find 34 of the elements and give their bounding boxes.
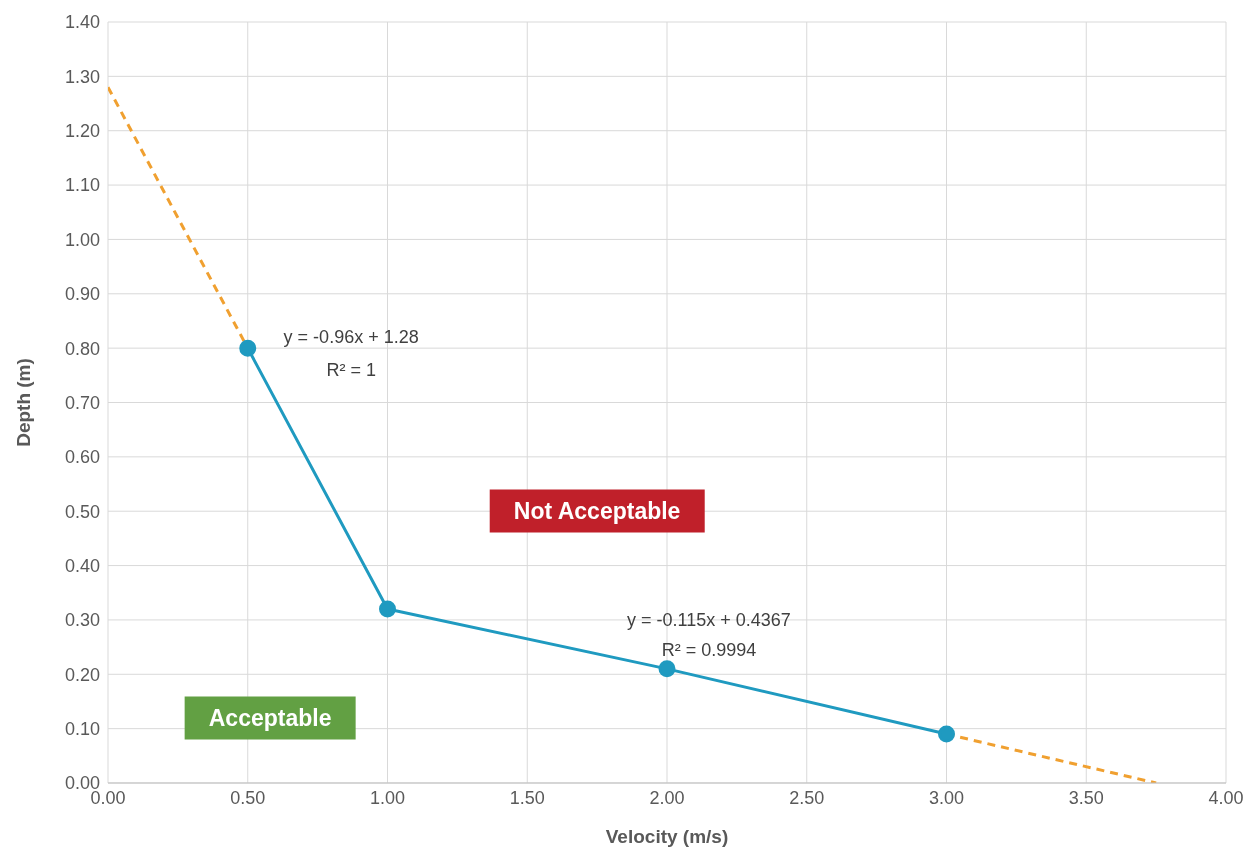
y-tick-label: 0.50	[64, 501, 100, 522]
y-tick-label: 0.20	[64, 664, 100, 685]
x-tick-label: 2.50	[789, 787, 825, 808]
x-tick-label: 2.00	[649, 787, 685, 808]
annotation: y = -0.115x + 0.4367	[627, 609, 791, 630]
y-tick-label: 0.10	[64, 719, 100, 740]
y-tick-label: 1.40	[64, 12, 100, 33]
x-axis-title: Velocity (m/s)	[605, 826, 729, 847]
annotation: y = -0.96x + 1.28	[283, 326, 419, 347]
y-tick-label: 1.20	[64, 121, 100, 142]
y-tick-label: 1.30	[64, 66, 100, 87]
y-tick-label: 1.10	[64, 175, 100, 196]
x-tick-label: 1.50	[509, 787, 545, 808]
y-axis-title: Depth (m)	[12, 358, 34, 447]
x-tick-label: 4.00	[1208, 787, 1244, 808]
y-tick-label: 1.00	[64, 229, 100, 250]
x-tick-label: 1.00	[369, 787, 406, 808]
y-tick-label: 0.40	[64, 555, 100, 576]
point	[938, 725, 955, 743]
y-tick-label: 0.70	[64, 392, 100, 413]
y-tick-label: 0.90	[64, 284, 100, 305]
y-tick-label: 0.80	[64, 338, 100, 359]
annotation: Not Acceptable	[513, 497, 681, 524]
x-tick-label: 3.50	[1068, 787, 1104, 808]
point	[239, 339, 257, 357]
annotation: Acceptable	[208, 704, 332, 731]
y-tick-label: 0.30	[64, 610, 100, 631]
y-tick-label: 0.60	[64, 447, 100, 468]
point	[379, 600, 396, 618]
x-tick-label: 0.50	[230, 787, 266, 808]
x-tick-label: 3.00	[928, 787, 965, 808]
point	[658, 660, 676, 678]
annotation: R² = 0.9994	[661, 639, 757, 660]
annotation: R² = 1	[326, 359, 376, 380]
